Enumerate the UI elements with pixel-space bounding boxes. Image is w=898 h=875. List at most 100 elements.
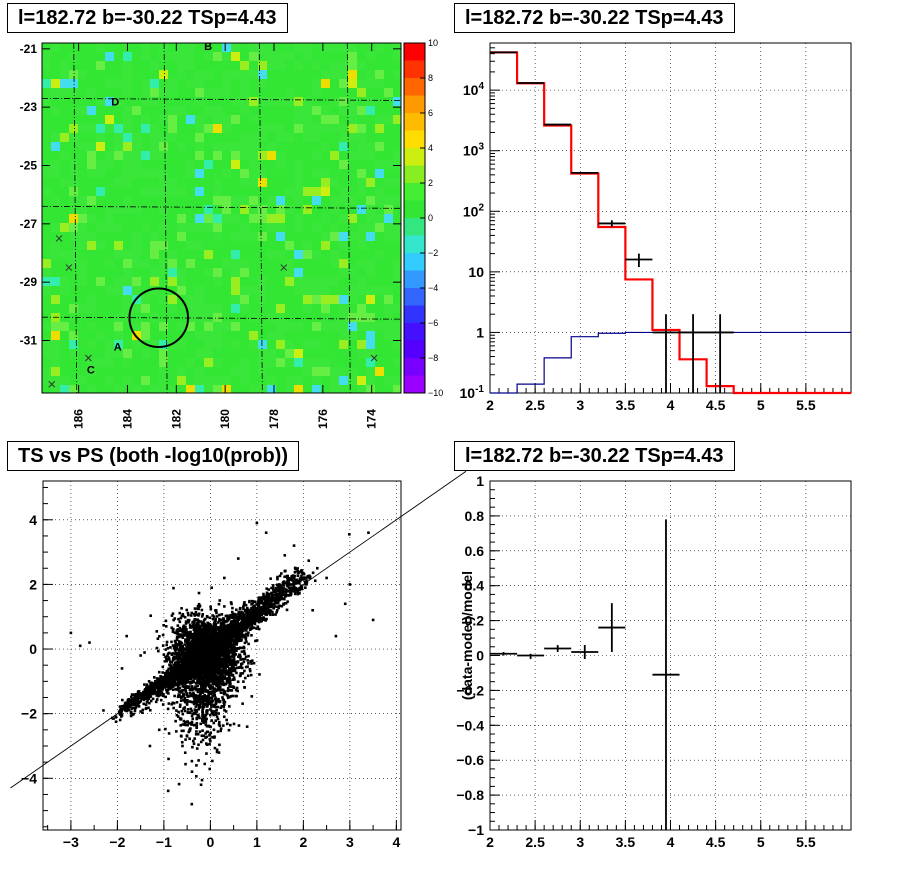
scatter-point — [205, 679, 208, 683]
heatmap-cell — [375, 295, 384, 304]
scatter-x-tick-label: −1 — [156, 834, 172, 850]
scatter-point — [192, 691, 195, 695]
heatmap-cell — [186, 232, 195, 241]
scatter-point — [214, 662, 218, 666]
heatmap-cell — [240, 340, 249, 349]
heatmap-cell — [213, 358, 222, 367]
heatmap-cell — [60, 178, 69, 187]
scatter-point — [210, 586, 213, 590]
scatter-point — [214, 653, 218, 657]
heatmap-cell — [123, 322, 132, 331]
skymap-x-tick-label: 186 — [72, 409, 86, 429]
heatmap-cell — [384, 259, 393, 268]
heatmap-cell — [357, 385, 366, 393]
heatmap-cell — [267, 286, 276, 295]
scatter-point — [192, 674, 196, 677]
heatmap-cell — [150, 106, 159, 115]
heatmap-cell — [123, 349, 132, 358]
scatter-point — [192, 628, 196, 632]
heatmap-cell — [204, 88, 213, 97]
scatter-point — [239, 662, 243, 666]
heatmap-cell — [285, 133, 294, 142]
scatter-point — [294, 590, 297, 593]
heatmap-cell — [213, 223, 222, 232]
scatter-point — [233, 669, 237, 673]
heatmap-cell — [195, 214, 204, 223]
skymap-coordinate-grid — [41, 42, 402, 394]
heatmap-cell — [168, 187, 177, 196]
scatter-point — [214, 713, 218, 716]
heatmap-cell — [132, 97, 141, 106]
heatmap-cell — [348, 259, 357, 268]
heatmap-cell — [393, 133, 401, 142]
scatter-point — [207, 693, 211, 697]
heatmap-cell — [339, 250, 348, 259]
heatmap-cell — [42, 259, 51, 268]
scatter-point — [190, 611, 193, 615]
heatmap-cell — [339, 124, 348, 133]
heatmap-cell — [87, 187, 96, 196]
heatmap-cell — [69, 268, 78, 277]
heatmap-cell — [303, 241, 312, 250]
heatmap-cell — [258, 106, 267, 115]
scatter-point — [218, 648, 221, 651]
scatter-point — [226, 661, 229, 665]
heatmap-cell — [321, 178, 330, 187]
heatmap-cell — [96, 214, 105, 223]
heatmap-cell — [294, 322, 303, 331]
heatmap-cell — [393, 385, 401, 393]
heatmap-cell — [204, 232, 213, 241]
heatmap-cell — [186, 169, 195, 178]
heatmap-cell — [267, 223, 276, 232]
heatmap-cell — [159, 223, 168, 232]
heatmap-cell — [195, 142, 204, 151]
heatmap-cell — [384, 187, 393, 196]
scatter-point — [164, 655, 167, 659]
heatmap-cell — [204, 385, 213, 393]
heatmap-cell — [168, 232, 177, 241]
heatmap-cell — [348, 376, 357, 385]
heatmap-cell — [114, 376, 123, 385]
heatmap-cell — [330, 79, 339, 88]
heatmap-cell — [114, 349, 123, 358]
heatmap-cell — [321, 295, 330, 304]
scatter-point — [225, 663, 228, 667]
heatmap-cell — [177, 376, 186, 385]
scatter-point — [227, 648, 230, 652]
heatmap-cell — [294, 214, 303, 223]
heatmap-cell — [141, 349, 150, 358]
scatter-point — [198, 627, 202, 631]
scatter-point — [200, 631, 204, 634]
heatmap-cell — [114, 151, 123, 160]
heatmap-cell — [114, 43, 123, 52]
heatmap-cell — [51, 340, 60, 349]
heatmap-cell — [96, 250, 105, 259]
heatmap-cell — [123, 250, 132, 259]
scatter-point — [207, 669, 210, 673]
heatmap-cell — [195, 295, 204, 304]
heatmap-cell — [285, 205, 294, 214]
heatmap-cell — [393, 304, 401, 313]
scatter-point — [228, 684, 231, 688]
heatmap-cell — [330, 52, 339, 61]
heatmap-cell — [51, 241, 60, 250]
heatmap-cell — [168, 43, 177, 52]
heatmap-cell — [105, 322, 114, 331]
heatmap-cell — [222, 205, 231, 214]
scatter-point — [141, 711, 144, 715]
heatmap-cell — [231, 277, 240, 286]
heatmap-cell — [303, 331, 312, 340]
heatmap-cell — [375, 79, 384, 88]
heatmap-cell — [321, 52, 330, 61]
heatmap-cell — [375, 187, 384, 196]
heatmap-cell — [384, 160, 393, 169]
heatmap-cell — [357, 124, 366, 133]
scatter-point — [216, 664, 219, 667]
heatmap-cell — [96, 151, 105, 160]
scatter-point — [212, 615, 216, 618]
scatter-point — [234, 688, 238, 692]
heatmap-cell — [393, 169, 401, 178]
heatmap-cell — [132, 70, 141, 79]
heatmap-cell — [123, 133, 132, 142]
